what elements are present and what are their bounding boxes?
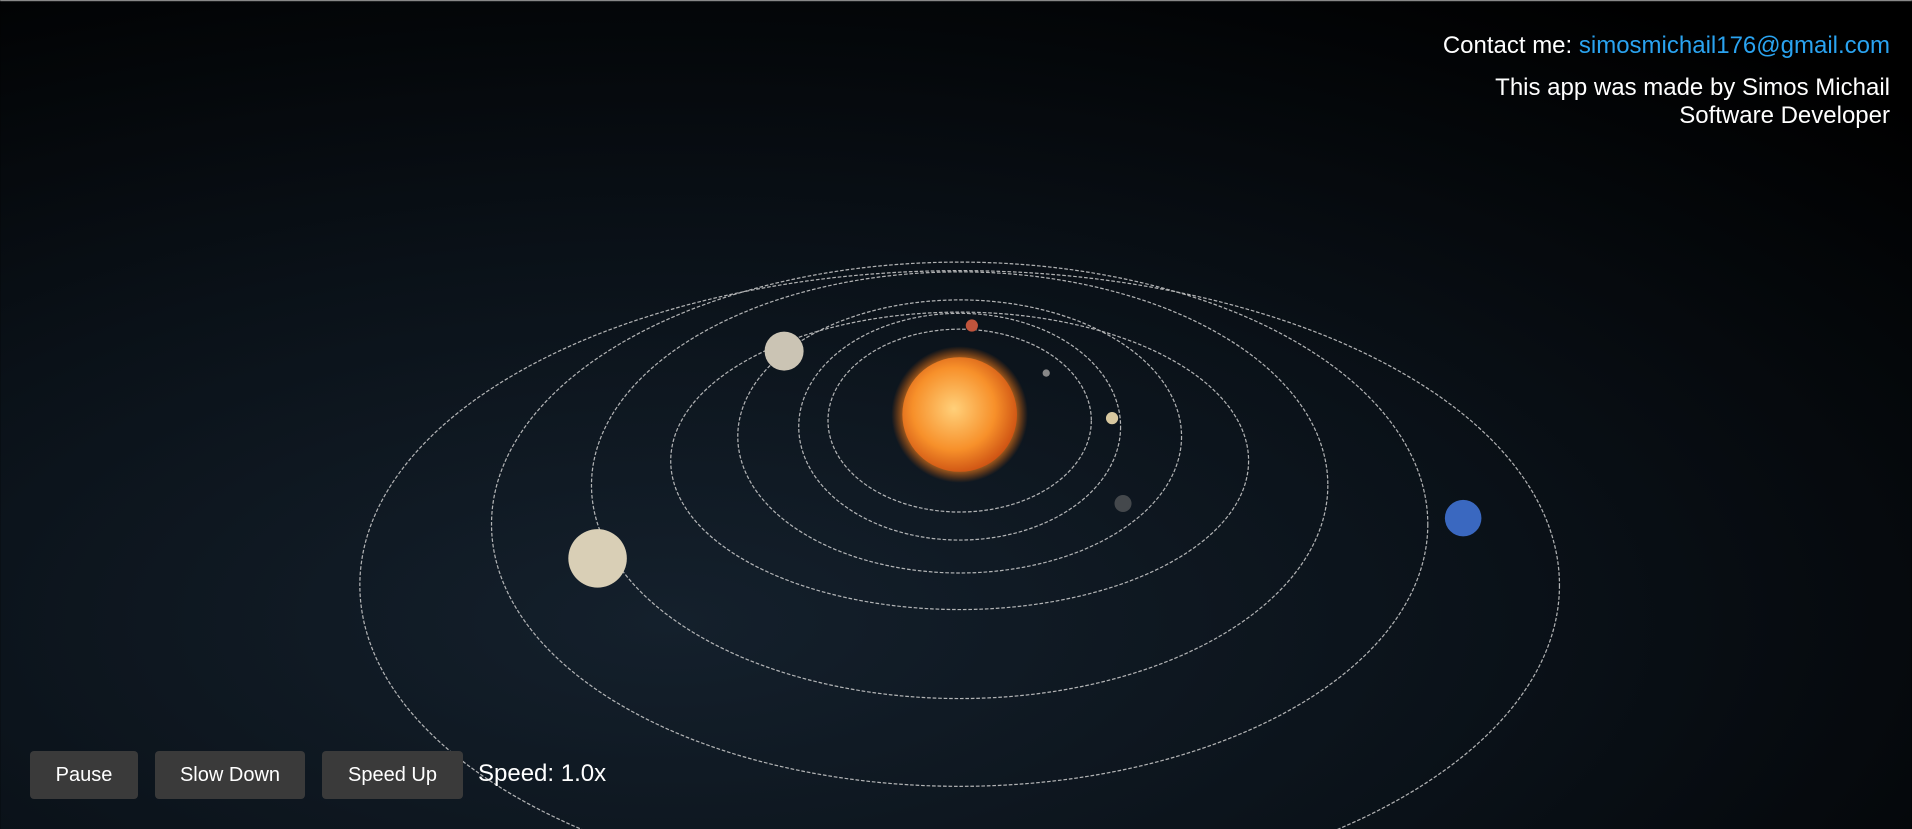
email-link[interactable]: simosmichail176@gmail.com <box>1578 32 1890 59</box>
credits-line: Software Developer <box>1679 102 1890 129</box>
credits-line: This app was made by Simos Michail <box>1495 74 1890 101</box>
sun <box>902 357 1017 472</box>
planet <box>764 331 804 371</box>
orbits <box>359 261 1560 829</box>
planet <box>1042 369 1050 377</box>
planet <box>1114 494 1132 513</box>
contact-label: Contact me: <box>1442 32 1573 59</box>
speed-display: Speed: 1.0x <box>478 760 607 787</box>
planet <box>1444 499 1482 537</box>
speed-up-button[interactable]: Speed Up <box>322 751 463 799</box>
credits: This app was made by Simos Michail Softw… <box>1495 74 1890 130</box>
slow-down-button[interactable]: Slow Down <box>155 751 305 799</box>
planet <box>965 319 978 332</box>
pause-button[interactable]: Pause <box>30 751 138 799</box>
planet <box>1105 412 1119 425</box>
planet <box>568 529 627 588</box>
top-border <box>0 0 1912 2</box>
contact: Contact me: simosmichail176@gmail.com <box>1443 32 1890 60</box>
